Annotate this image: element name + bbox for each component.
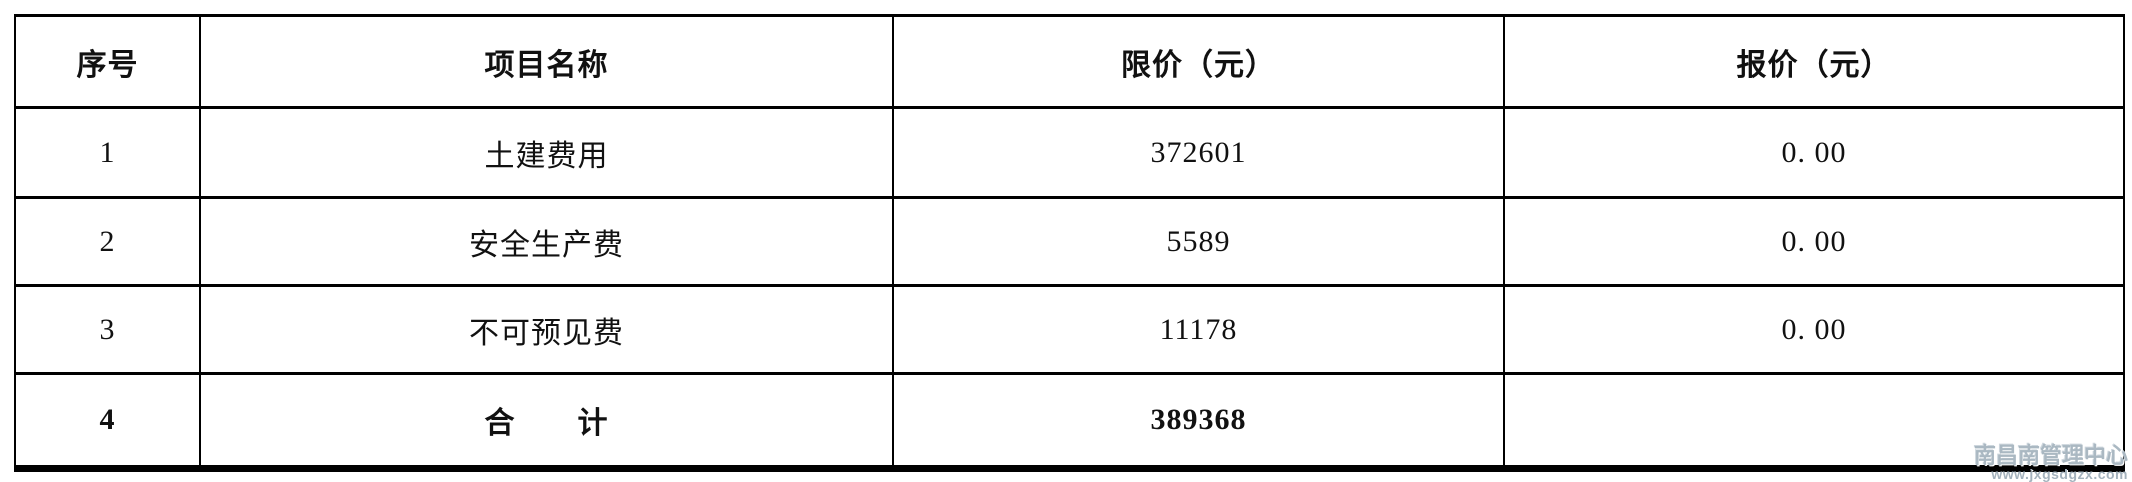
header-cell-project-name: 项目名称 — [201, 17, 894, 109]
row-1-limit-price: 372601 — [894, 109, 1505, 199]
row-2-project-name: 安全生产费 — [201, 199, 894, 287]
header-cell-quote-price: 报价（元） — [1505, 17, 2123, 109]
row-4-total-label: 合 计 — [201, 375, 894, 465]
row-3-quote-price: 0. 00 — [1505, 287, 2123, 375]
row-2-quote-price: 0. 00 — [1505, 199, 2123, 287]
row-1-no: 1 — [16, 109, 201, 199]
row-3-no: 3 — [16, 287, 201, 375]
row-3-project-name: 不可预见费 — [201, 287, 894, 375]
header-cell-no: 序号 — [16, 17, 201, 109]
row-4-quote-price — [1505, 375, 2123, 465]
row-4-no: 4 — [16, 375, 201, 465]
row-1-quote-price: 0. 00 — [1505, 109, 2123, 199]
header-cell-limit-price: 限价（元） — [894, 17, 1505, 109]
row-2-limit-price: 5589 — [894, 199, 1505, 287]
row-2-no: 2 — [16, 199, 201, 287]
row-1-project-name: 土建费用 — [201, 109, 894, 199]
row-4-limit-price-total: 389368 — [894, 375, 1505, 465]
row-3-limit-price: 11178 — [894, 287, 1505, 375]
quote-table: 序号 项目名称 限价（元） 报价（元） 1 土建费用 372601 0. 00 … — [14, 14, 2125, 472]
